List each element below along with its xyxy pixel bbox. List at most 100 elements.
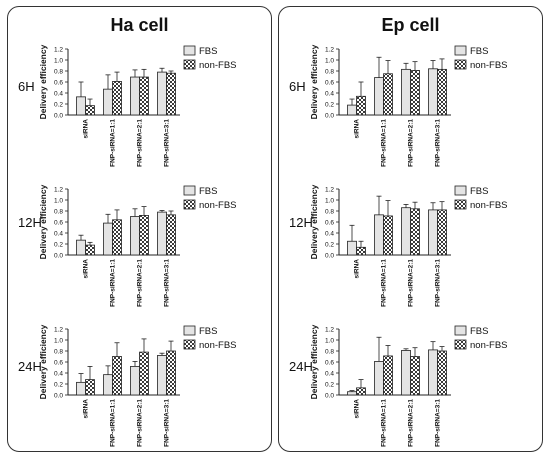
bar-fbs: [76, 381, 86, 396]
y-tick-label: 0.6: [325, 220, 334, 227]
y-tick-label: 0.8: [325, 349, 334, 356]
y-tick-label: 0.6: [325, 80, 334, 87]
bar-non-fbs: [356, 387, 366, 396]
y-tick-label: 1.0: [325, 338, 334, 345]
legend-swatch-non-fbs: [183, 339, 196, 350]
legend-swatch-fbs: [183, 325, 196, 336]
x-tick-label: FNP-siRNA=2:1: [408, 119, 415, 167]
x-tick-label: siRNA: [83, 259, 90, 279]
x-tick-label: FNP-siRNA=2:1: [137, 259, 144, 307]
bar-non-fbs: [166, 72, 176, 116]
bar-fbs: [130, 216, 140, 256]
y-axis-label: Delivery efficiency: [309, 184, 319, 259]
y-tick-label: 1.2: [325, 47, 334, 54]
legend-swatch-fbs: [454, 185, 467, 196]
bar-fbs: [103, 374, 113, 396]
y-tick-label: 0.8: [325, 209, 334, 216]
bar-non-fbs: [112, 219, 122, 256]
x-tick-label: FNP-siRNA=1:1: [110, 399, 117, 447]
legend-swatch-non-fbs: [454, 59, 467, 70]
x-tick-label: siRNA: [83, 119, 90, 139]
y-tick-label: 1.2: [54, 327, 63, 334]
time-label-24h: 24H: [289, 359, 313, 374]
y-tick-label: 1.2: [325, 187, 334, 194]
y-tick-label: 1.2: [325, 327, 334, 334]
bar-fbs: [428, 68, 438, 116]
y-axis-label: Delivery efficiency: [38, 44, 48, 119]
y-tick-label: 0.0: [325, 113, 334, 120]
x-tick-label: FNP-siRNA=1:1: [381, 399, 388, 447]
y-tick-label: 0.4: [54, 231, 63, 238]
bar-non-fbs: [356, 95, 366, 116]
chart-ha-12h: Delivery efficiency 0.0 0.2 0.4 0.6 0.8 1.0 1.2…: [38, 184, 237, 306]
x-tick-label: siRNA: [83, 399, 90, 419]
chart-ha-6h: Delivery efficiency 0.0 0.2 0.4 0.6 0.8 1.0 1.2…: [38, 44, 237, 166]
bar-fbs: [76, 239, 86, 256]
y-tick-label: 0.4: [325, 371, 334, 378]
x-tick-label: FNP-siRNA=2:1: [408, 259, 415, 307]
bar-non-fbs: [166, 350, 176, 396]
legend-label-non-fbs: non-FBS: [199, 340, 237, 351]
x-tick-label: FNP-siRNA=3:1: [164, 119, 171, 167]
y-tick-label: 1.0: [54, 58, 63, 65]
time-label-24h: 24H: [18, 359, 42, 374]
y-tick-label: 0.8: [54, 69, 63, 76]
legend-swatch-non-fbs: [454, 339, 467, 350]
bar-fbs: [130, 366, 140, 396]
chart-ep-24h: Delivery efficiency 0.0 0.2 0.4 0.6 0.8 1.0 1.2…: [309, 324, 508, 446]
y-tick-label: 0.6: [54, 80, 63, 87]
y-axis-label: Delivery efficiency: [309, 324, 319, 399]
x-tick-label: FNP-siRNA=3:1: [164, 399, 171, 447]
bar-fbs: [157, 355, 167, 396]
y-tick-label: 0.8: [325, 69, 334, 76]
bar-fbs: [347, 240, 357, 256]
legend-swatch-non-fbs: [183, 59, 196, 70]
legend-label-fbs: FBS: [199, 326, 217, 337]
bar-non-fbs: [166, 214, 176, 256]
bar-non-fbs: [85, 379, 95, 396]
bar-non-fbs: [437, 68, 447, 116]
y-tick-label: 0.4: [325, 91, 334, 98]
legend-label-non-fbs: non-FBS: [199, 200, 237, 211]
y-tick-label: 0.2: [54, 382, 63, 389]
bar-non-fbs: [85, 244, 95, 256]
chart-ha-24h: Delivery efficiency 0.0 0.2 0.4 0.6 0.8 1.0 1.2…: [38, 324, 237, 446]
legend-swatch-fbs: [183, 45, 196, 56]
y-axis-label: Delivery efficiency: [38, 184, 48, 259]
y-tick-label: 0.6: [54, 220, 63, 227]
y-tick-label: 0.4: [325, 231, 334, 238]
y-tick-label: 0.0: [54, 253, 63, 260]
y-tick-label: 0.0: [325, 253, 334, 260]
y-tick-label: 0.0: [325, 393, 334, 400]
bar-fbs: [76, 96, 86, 116]
bar-non-fbs: [139, 215, 149, 256]
bar-non-fbs: [437, 350, 447, 396]
legend-swatch-non-fbs: [454, 199, 467, 210]
legend-label-non-fbs: non-FBS: [470, 340, 508, 351]
x-tick-label: siRNA: [354, 119, 361, 139]
bar-non-fbs: [139, 76, 149, 116]
bar-fbs: [401, 207, 411, 256]
y-tick-label: 0.2: [325, 242, 334, 249]
legend-label-fbs: FBS: [199, 46, 217, 57]
y-tick-label: 1.0: [54, 198, 63, 205]
bar-fbs: [103, 222, 113, 256]
legend-label-non-fbs: non-FBS: [199, 60, 237, 71]
x-tick-label: FNP-siRNA=3:1: [435, 259, 442, 307]
time-label-6h: 6H: [18, 79, 35, 94]
bar-fbs: [157, 71, 167, 116]
legend-swatch-fbs: [454, 325, 467, 336]
bar-fbs: [157, 211, 167, 256]
bar-fbs: [374, 214, 384, 256]
bar-fbs: [428, 349, 438, 396]
legend-label-fbs: FBS: [199, 186, 217, 197]
x-tick-label: FNP-siRNA=3:1: [435, 119, 442, 167]
bar-non-fbs: [437, 209, 447, 256]
x-tick-label: siRNA: [354, 259, 361, 279]
x-tick-label: FNP-siRNA=1:1: [381, 259, 388, 307]
legend-label-fbs: FBS: [470, 46, 488, 57]
x-tick-label: FNP-siRNA=2:1: [137, 119, 144, 167]
bar-non-fbs: [356, 246, 366, 256]
time-label-12h: 12H: [289, 215, 313, 230]
bar-non-fbs: [410, 356, 420, 396]
